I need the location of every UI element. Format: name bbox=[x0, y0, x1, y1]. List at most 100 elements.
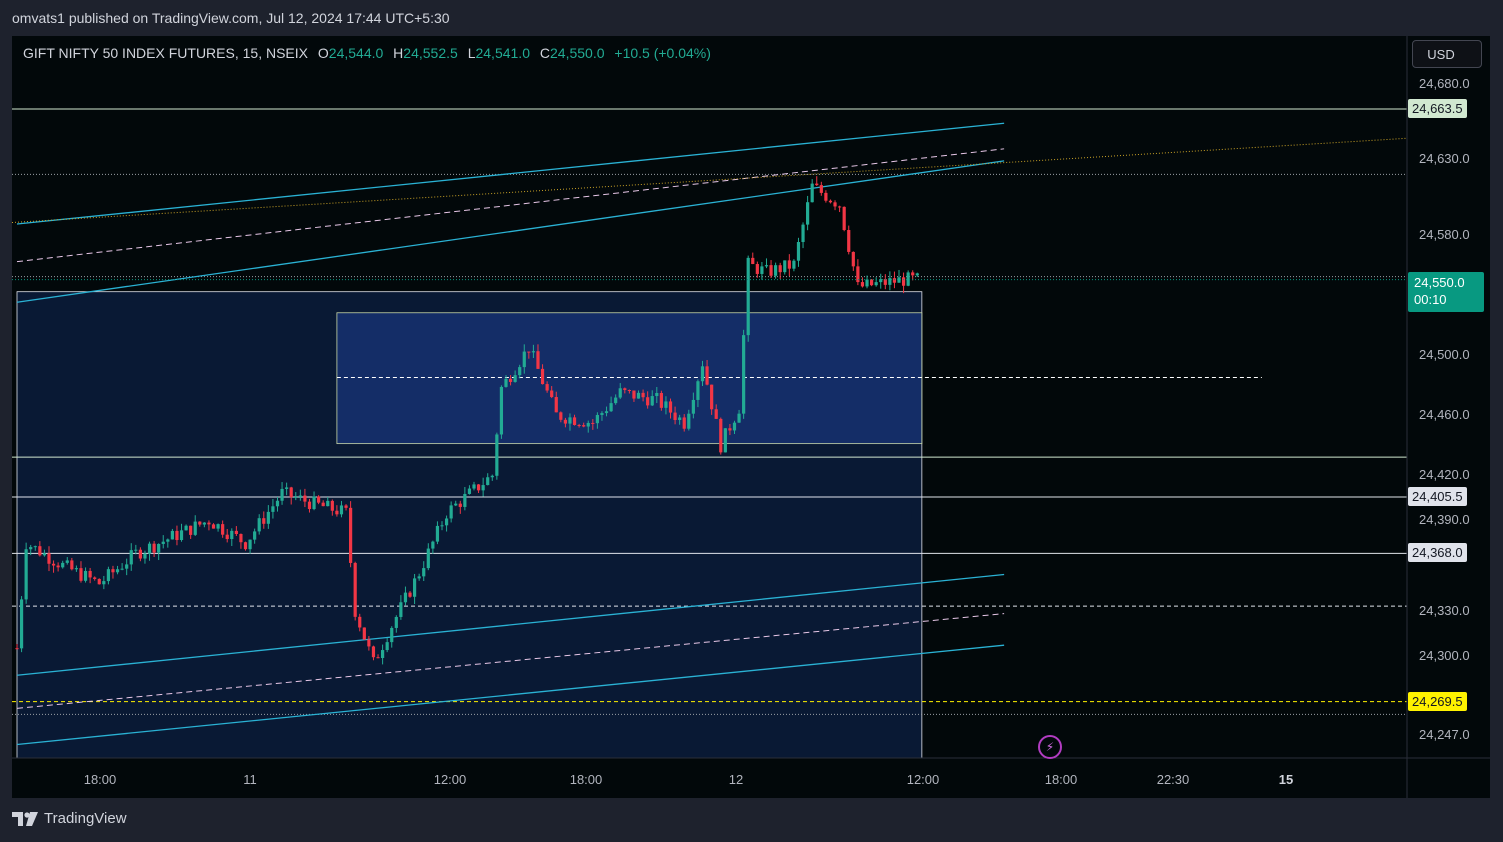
candle-body bbox=[157, 543, 161, 553]
candle-body bbox=[120, 568, 124, 570]
chart-canvas[interactable] bbox=[12, 36, 1490, 798]
candle-body bbox=[266, 511, 270, 524]
candle-body bbox=[211, 524, 216, 529]
candle-body bbox=[636, 392, 641, 399]
candle-body bbox=[472, 484, 476, 489]
candle-body bbox=[614, 397, 618, 404]
candle-body bbox=[545, 384, 549, 391]
candle-body bbox=[860, 282, 865, 287]
candle-body bbox=[486, 477, 490, 486]
candle-body bbox=[536, 351, 540, 369]
candle-body bbox=[586, 422, 590, 427]
upper-channel-top bbox=[16, 122, 1005, 225]
candle-body bbox=[678, 417, 682, 421]
candle-body bbox=[847, 230, 851, 252]
candle-body bbox=[828, 200, 833, 203]
candle-body bbox=[147, 543, 152, 554]
price-level-tag[interactable]: 24,368.0 bbox=[1408, 543, 1467, 563]
candle-body bbox=[554, 397, 558, 413]
change-value: +10.5 (+0.04%) bbox=[614, 45, 711, 61]
last-price-value: 24,550.0 bbox=[1414, 275, 1465, 290]
candle-body bbox=[138, 549, 142, 559]
candle-body bbox=[687, 413, 691, 429]
candle-body bbox=[262, 518, 266, 524]
candle-body bbox=[582, 425, 586, 427]
author-name[interactable]: omvats1 bbox=[12, 10, 65, 26]
candle-body bbox=[303, 495, 307, 502]
candle-body bbox=[175, 530, 179, 541]
candle-body bbox=[125, 564, 129, 569]
candle-body bbox=[563, 419, 567, 424]
price-level-tag[interactable]: 24,663.5 bbox=[1408, 98, 1467, 118]
candle-body bbox=[819, 185, 823, 193]
candle-body bbox=[527, 351, 531, 353]
candle-body bbox=[467, 488, 472, 494]
candle-body bbox=[243, 542, 248, 550]
candle-body bbox=[842, 206, 846, 231]
currency-button[interactable]: USD bbox=[1412, 40, 1482, 68]
candle-body bbox=[888, 278, 892, 285]
price-tick-label: 24,247.0 bbox=[1419, 727, 1470, 743]
candle-body bbox=[755, 264, 759, 274]
price-tick-label: 24,680.0 bbox=[1419, 76, 1470, 92]
candle-body bbox=[344, 505, 348, 508]
candle-body bbox=[321, 502, 325, 507]
candle-body bbox=[476, 484, 481, 491]
candle-body bbox=[815, 183, 819, 186]
candle-body bbox=[783, 260, 787, 273]
candle-body bbox=[111, 569, 115, 573]
price-tick-label: 24,390.0 bbox=[1419, 512, 1470, 528]
chart-area[interactable]: GIFT NIFTY 50 INDEX FUTURES, 15, NSEIX O… bbox=[12, 36, 1490, 798]
candle-body bbox=[714, 409, 718, 419]
candle-body bbox=[742, 335, 746, 414]
candle-body bbox=[682, 417, 686, 429]
candle-body bbox=[42, 553, 47, 556]
candle-body bbox=[298, 495, 302, 497]
candle-body bbox=[911, 272, 915, 276]
candle-body bbox=[431, 541, 435, 549]
time-tick-label: 18:00 bbox=[569, 772, 603, 787]
candle-body bbox=[778, 265, 782, 273]
candle-body bbox=[106, 569, 110, 582]
candle-body bbox=[851, 251, 855, 267]
price-tick-label: 24,500.0 bbox=[1419, 346, 1470, 362]
price-tick-label: 24,630.0 bbox=[1419, 151, 1470, 167]
candle-body bbox=[280, 488, 284, 501]
candle-body bbox=[317, 496, 321, 503]
candle-body bbox=[166, 539, 170, 542]
tradingview-logo[interactable]: TradingView bbox=[12, 810, 127, 827]
candle-body bbox=[216, 524, 220, 529]
candle-body bbox=[134, 549, 138, 551]
candle-body bbox=[454, 503, 458, 506]
time-tick-label: 22:30 bbox=[1156, 772, 1190, 787]
time-tick-label: 12 bbox=[728, 772, 744, 787]
time-tick-label: 18:00 bbox=[1044, 772, 1078, 787]
candle-body bbox=[632, 390, 636, 399]
symbol-title[interactable]: GIFT NIFTY 50 INDEX FUTURES, 15, NSEIX bbox=[23, 45, 308, 61]
candle-body bbox=[646, 397, 650, 406]
candle-body bbox=[600, 413, 604, 415]
candle-body bbox=[129, 550, 133, 565]
candle-body bbox=[627, 389, 631, 391]
candle-body bbox=[15, 648, 19, 650]
candle-body bbox=[518, 367, 522, 376]
candle-body bbox=[710, 384, 714, 410]
candle-body bbox=[385, 642, 389, 651]
time-tick-label: 15 bbox=[1278, 772, 1294, 787]
candle-body bbox=[179, 530, 184, 541]
candle-body bbox=[170, 530, 174, 540]
candle-body bbox=[696, 381, 700, 400]
candle-body bbox=[764, 265, 769, 267]
candle-body bbox=[88, 570, 92, 578]
price-level-tag[interactable]: 24,405.5 bbox=[1408, 487, 1467, 507]
price-tick-label: 24,580.0 bbox=[1419, 226, 1470, 242]
candle-body bbox=[513, 375, 517, 382]
candle-body bbox=[806, 202, 810, 225]
lightning-icon[interactable]: ⚡ bbox=[1038, 735, 1062, 759]
candle-body bbox=[883, 279, 887, 285]
candle-body bbox=[294, 496, 298, 498]
price-level-tag[interactable]: 24,269.5 bbox=[1408, 691, 1467, 711]
candle-body bbox=[705, 366, 709, 385]
candle-body bbox=[403, 592, 408, 603]
candle-body bbox=[655, 392, 659, 397]
